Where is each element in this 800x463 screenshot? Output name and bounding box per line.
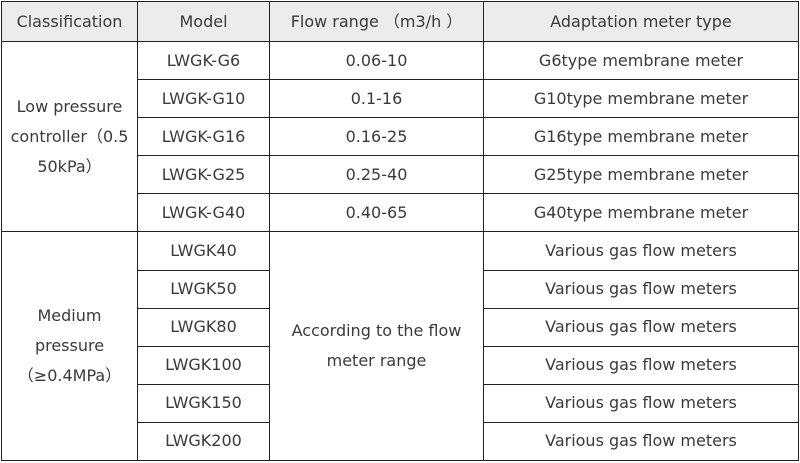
model-cell: LWGK-G10: [137, 79, 270, 119]
meter-type-cell: G10type membrane meter: [483, 79, 799, 119]
table-row: LWGK-G40 0.40-65 G40type membrane meter: [2, 193, 799, 233]
table-row: Low pressure controller（0.5 50kPa） LWGK-…: [1, 41, 799, 233]
table-row: LWGK200 Various gas flow meters: [2, 421, 799, 462]
meter-type-cell: G40type membrane meter: [483, 193, 799, 233]
meter-type-cell: Various gas flow meters: [483, 421, 799, 462]
table-row: LWGK-G16 0.16-25 G16type membrane meter: [2, 117, 799, 157]
header-model: Model: [137, 0, 270, 43]
table-row: LWGK80 Various gas flow meters: [2, 307, 799, 347]
flow-range-cell: 0.16-25: [269, 117, 484, 157]
model-cell: LWGK-G16: [137, 117, 270, 157]
meter-type-cell: Various gas flow meters: [483, 345, 799, 385]
model-cell: LWGK80: [137, 307, 270, 347]
model-cell: LWGK200: [137, 421, 270, 462]
classification-medium-pressure: Medium pressure（≥0.4MPa）: [1, 231, 138, 461]
table-header-row: Classification Model Flow range （m3/h ） …: [1, 0, 799, 43]
meter-type-cell: Various gas flow meters: [483, 269, 799, 309]
meter-type-cell: G16type membrane meter: [483, 117, 799, 157]
table-row: LWGK100 Various gas flow meters: [2, 345, 799, 385]
flow-range-cell: 0.40-65: [269, 193, 484, 233]
table-row: Medium pressure（≥0.4MPa） LWGK40 Accordin…: [1, 231, 799, 461]
meter-type-cell: G6type membrane meter: [483, 41, 799, 81]
flow-range-cell: 0.06-10: [269, 41, 484, 81]
model-cell: LWGK-G40: [137, 193, 270, 233]
model-cell: LWGK-G25: [137, 155, 270, 195]
flow-range-cell: 0.1-16: [269, 79, 484, 119]
table-row: LWGK50 Various gas flow meters: [2, 269, 799, 309]
header-classification: Classification: [1, 0, 138, 43]
model-cell: LWGK50: [137, 269, 270, 309]
meter-type-cell: Various gas flow meters: [483, 383, 799, 423]
flow-range-cell: 0.25-40: [269, 155, 484, 195]
flow-range-medium-pressure: According to the flow meter range: [269, 231, 484, 461]
meter-type-cell: G25type membrane meter: [483, 155, 799, 195]
table-row: LWGK150 Various gas flow meters: [2, 383, 799, 423]
header-adaptation-meter-type: Adaptation meter type: [483, 0, 799, 43]
model-cell: LWGK100: [137, 345, 270, 385]
meter-type-cell: Various gas flow meters: [483, 231, 799, 271]
table-row: LWGK-G25 0.25-40 G25type membrane meter: [2, 155, 799, 195]
classification-low-pressure: Low pressure controller（0.5 50kPa）: [1, 41, 138, 233]
model-cell: LWGK-G6: [137, 41, 270, 81]
model-cell: LWGK40: [137, 231, 270, 271]
header-flow-range: Flow range （m3/h ）: [269, 0, 484, 43]
model-cell: LWGK150: [137, 383, 270, 423]
table-row: LWGK-G10 0.1-16 G10type membrane meter: [2, 79, 799, 119]
meter-type-cell: Various gas flow meters: [483, 307, 799, 347]
